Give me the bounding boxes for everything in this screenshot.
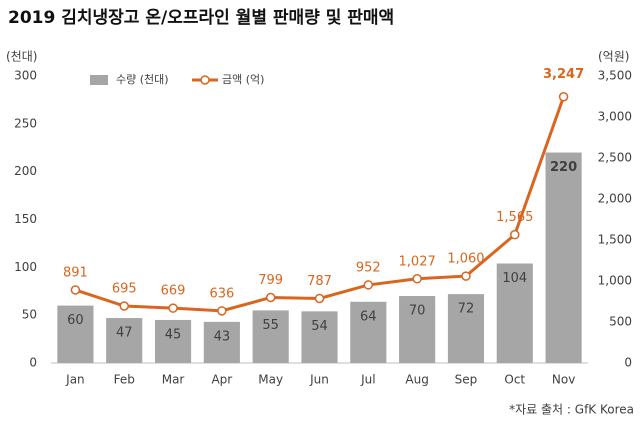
bar-value-label: 60: [67, 313, 84, 328]
bar: [399, 296, 436, 363]
y2-tick-label: 500: [609, 315, 632, 329]
x-tick-label: Mar: [162, 373, 185, 387]
x-tick-label: Sep: [455, 373, 478, 387]
y-axis-label: (천대): [6, 49, 37, 64]
x-tick-label: Jan: [65, 373, 85, 387]
bar-value-label: 45: [165, 327, 182, 342]
bar: [496, 263, 533, 363]
line-point: [70, 285, 81, 295]
y2-axis-label: (억원): [598, 50, 629, 64]
line-value-label: 695: [112, 282, 137, 297]
line-point: [461, 271, 471, 281]
x-tick-label: Feb: [114, 373, 135, 387]
x-tick-label: Oct: [504, 373, 525, 387]
x-tick-label: Jun: [309, 373, 329, 387]
bar-value-label: 43: [214, 329, 231, 344]
bar-value-label: 104: [502, 271, 527, 286]
x-tick-label: May: [258, 373, 283, 387]
bar-value-label: 47: [116, 326, 133, 341]
line-value-label: 1,027: [399, 254, 436, 269]
legend-label: 금액 (억): [222, 73, 264, 86]
chart-title: 2019 김치냉장고 온/오프라인 월별 판매량 및 판매액: [8, 8, 394, 28]
y-tick-label: 100: [14, 260, 37, 274]
y-tick-label: 250: [14, 116, 37, 130]
line-value-label: 787: [307, 274, 332, 289]
bar-value-label: 55: [262, 318, 279, 333]
legend-label: 수량 (천대): [116, 72, 169, 86]
bar: [545, 152, 582, 363]
y2-tick-label: 3,500: [598, 69, 632, 83]
bar: [301, 311, 338, 363]
bar: [57, 305, 94, 363]
source: *자료 출처 : GfK Korea: [509, 403, 634, 417]
bar-value-label: 220: [550, 160, 577, 175]
x-tick-label: Jul: [360, 373, 375, 387]
y-tick-label: 0: [29, 356, 37, 370]
line-value-label: 636: [209, 286, 234, 301]
x-tick-label: Nov: [552, 373, 575, 387]
y2-tick-label: 1,000: [598, 274, 632, 288]
bar: [154, 319, 192, 363]
legend-swatch: [90, 75, 108, 85]
line-point: [558, 91, 569, 102]
legend-swatch: [200, 75, 210, 85]
line-point: [265, 292, 276, 303]
bar-value-label: 70: [409, 304, 426, 319]
y2-tick-label: 0: [624, 356, 632, 370]
y2-tick-label: 3,000: [598, 110, 632, 124]
line-value-label: 799: [258, 273, 283, 288]
bar: [203, 321, 240, 363]
line-value-label: 1,565: [496, 210, 533, 225]
line-point: [168, 303, 178, 313]
line-value-label: 891: [63, 265, 88, 280]
y-tick-label: 300: [14, 69, 37, 83]
bar: [447, 294, 485, 363]
x-tick-label: Apr: [211, 373, 232, 387]
line-value-label: 952: [356, 260, 381, 275]
y2-tick-label: 1,500: [598, 233, 632, 247]
line-point: [412, 274, 422, 284]
line-point: [363, 280, 374, 290]
line-point: [119, 301, 129, 311]
y-tick-label: 50: [22, 308, 37, 322]
y-tick-label: 200: [14, 164, 37, 178]
line-point: [217, 306, 227, 316]
line-point: [510, 229, 520, 240]
bar: [106, 318, 143, 363]
line-value-label: 3,247: [543, 67, 584, 82]
bar: [252, 310, 289, 363]
bar-value-label: 64: [360, 309, 377, 324]
bar: [350, 301, 387, 363]
y2-tick-label: 2,000: [598, 192, 632, 206]
y2-tick-label: 2,500: [598, 151, 632, 165]
line-point: [314, 293, 325, 304]
bar-value-label: 54: [311, 319, 328, 334]
line-value-label: 669: [161, 284, 186, 299]
y-tick-label: 150: [14, 212, 37, 226]
line-value-label: 1,060: [447, 252, 484, 267]
x-tick-label: Aug: [405, 373, 428, 387]
bar-value-label: 72: [458, 302, 475, 317]
